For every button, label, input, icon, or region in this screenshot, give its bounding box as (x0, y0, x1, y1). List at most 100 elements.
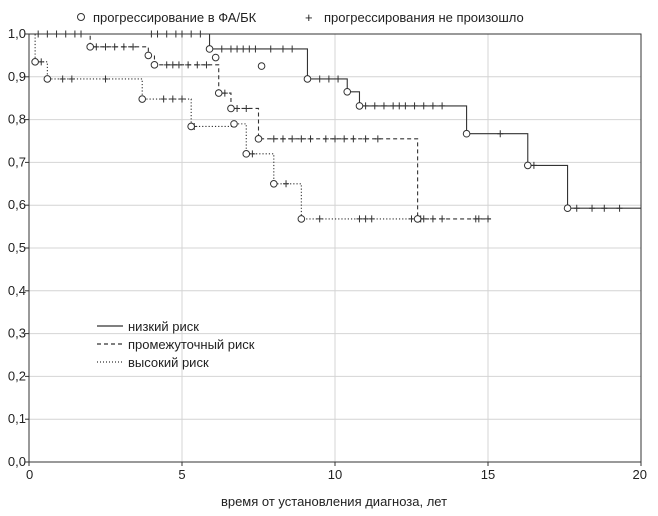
event-point (150, 61, 159, 69)
censored-mark (396, 102, 403, 110)
x-tick-label: 5 (178, 467, 185, 482)
censored-mark (472, 215, 479, 223)
censored-mark (408, 215, 415, 223)
series-layer (29, 30, 641, 223)
censored-mark (267, 45, 274, 53)
event-point (211, 53, 220, 62)
censored-mark (362, 135, 369, 143)
censored-mark (616, 204, 623, 212)
censored-mark (341, 135, 348, 143)
censored-mark (194, 61, 201, 69)
series-line (29, 33, 492, 220)
censored-mark (169, 61, 176, 69)
series-line (29, 33, 424, 220)
marker-legend-censored-label: прогрессирования не произошло (324, 10, 524, 25)
y-tick-label: 0,5 (8, 240, 26, 255)
legend-series-0-label: низкий риск (128, 319, 199, 334)
censored-mark (325, 75, 332, 83)
censored-mark (279, 135, 286, 143)
censored-mark (221, 89, 228, 97)
censored-mark (38, 58, 45, 66)
y-tick-label: 0,6 (8, 197, 26, 212)
series-1 (29, 30, 492, 223)
censored-mark (420, 102, 427, 110)
event-point (144, 51, 153, 60)
event-point (413, 215, 422, 223)
censored-mark (120, 43, 127, 51)
censored-mark (270, 135, 277, 143)
censored-mark (429, 215, 436, 223)
censored-mark (93, 43, 100, 51)
y-tick-label: 0,0 (8, 454, 26, 469)
censored-mark (411, 102, 418, 110)
event-point (462, 129, 471, 138)
censored-mark (246, 45, 253, 53)
event-point (43, 75, 52, 83)
censored-mark (420, 215, 427, 223)
censored-mark (402, 102, 409, 110)
censored-mark (249, 150, 256, 158)
censored-mark (185, 61, 192, 69)
censored-mark (429, 102, 436, 110)
event-point (563, 204, 572, 212)
censored-mark (439, 102, 446, 110)
event-point (205, 45, 214, 53)
series-line (29, 33, 641, 209)
y-tick-label: 0,2 (8, 368, 26, 383)
censored-mark (111, 43, 118, 51)
marker-legend: прогрессирование в ФА/БК + прогрессирова… (77, 10, 524, 25)
x-axis-title: время от установления диагноза, лет (221, 494, 447, 509)
series-legend: низкий риск промежуточный риск высокий р… (97, 319, 255, 370)
censored-mark (160, 95, 167, 103)
censored-mark (362, 102, 369, 110)
event-point (138, 95, 147, 103)
series-2 (29, 33, 479, 223)
event-point (227, 104, 235, 113)
censored-mark (368, 215, 375, 223)
event-marker-icon (77, 13, 85, 21)
censored-mark (298, 135, 305, 143)
censored-mark (102, 43, 109, 51)
censored-mark (68, 75, 75, 83)
y-tick-label: 0,9 (8, 69, 26, 84)
censored-marker-icon: + (305, 10, 313, 25)
event-point (257, 62, 266, 70)
y-tick-label: 0,7 (8, 154, 26, 169)
censored-mark (234, 45, 241, 53)
censored-mark (322, 135, 329, 143)
censored-mark (390, 102, 397, 110)
censored-mark (240, 45, 247, 53)
x-tick-label: 0 (26, 467, 33, 482)
censored-mark (335, 75, 342, 83)
tick-layer: 0 5 10 15 20 0,0 0,1 0,2 0,3 0,4 0,5 0,6 0,7 0,8 0,9 1,… (8, 26, 647, 482)
event-point (31, 58, 39, 66)
censored-mark (316, 75, 323, 83)
legend-series-2-label: высокий риск (128, 355, 209, 370)
event-point (242, 150, 251, 158)
censored-mark (356, 215, 363, 223)
x-tick-label: 20 (633, 467, 647, 482)
censored-mark (175, 61, 182, 69)
censored-mark (380, 102, 387, 110)
event-point (214, 89, 223, 97)
censored-mark (485, 215, 491, 223)
censored-mark (203, 61, 210, 69)
censored-mark (243, 104, 250, 112)
censored-mark (497, 130, 504, 138)
event-point (270, 180, 278, 188)
y-tick-label: 0,1 (8, 411, 26, 426)
censored-mark (316, 215, 323, 223)
y-tick-label: 0,8 (8, 112, 26, 127)
censored-mark (601, 204, 608, 212)
censored-mark (252, 45, 259, 53)
y-tick-label: 0,4 (8, 283, 26, 298)
event-point (523, 161, 532, 170)
censored-mark (350, 135, 357, 143)
y-tick-label: 0,3 (8, 326, 26, 341)
censored-mark (289, 45, 296, 53)
censored-mark (102, 75, 109, 83)
event-point (303, 75, 312, 83)
censored-mark (439, 215, 446, 223)
event-point (343, 87, 352, 96)
